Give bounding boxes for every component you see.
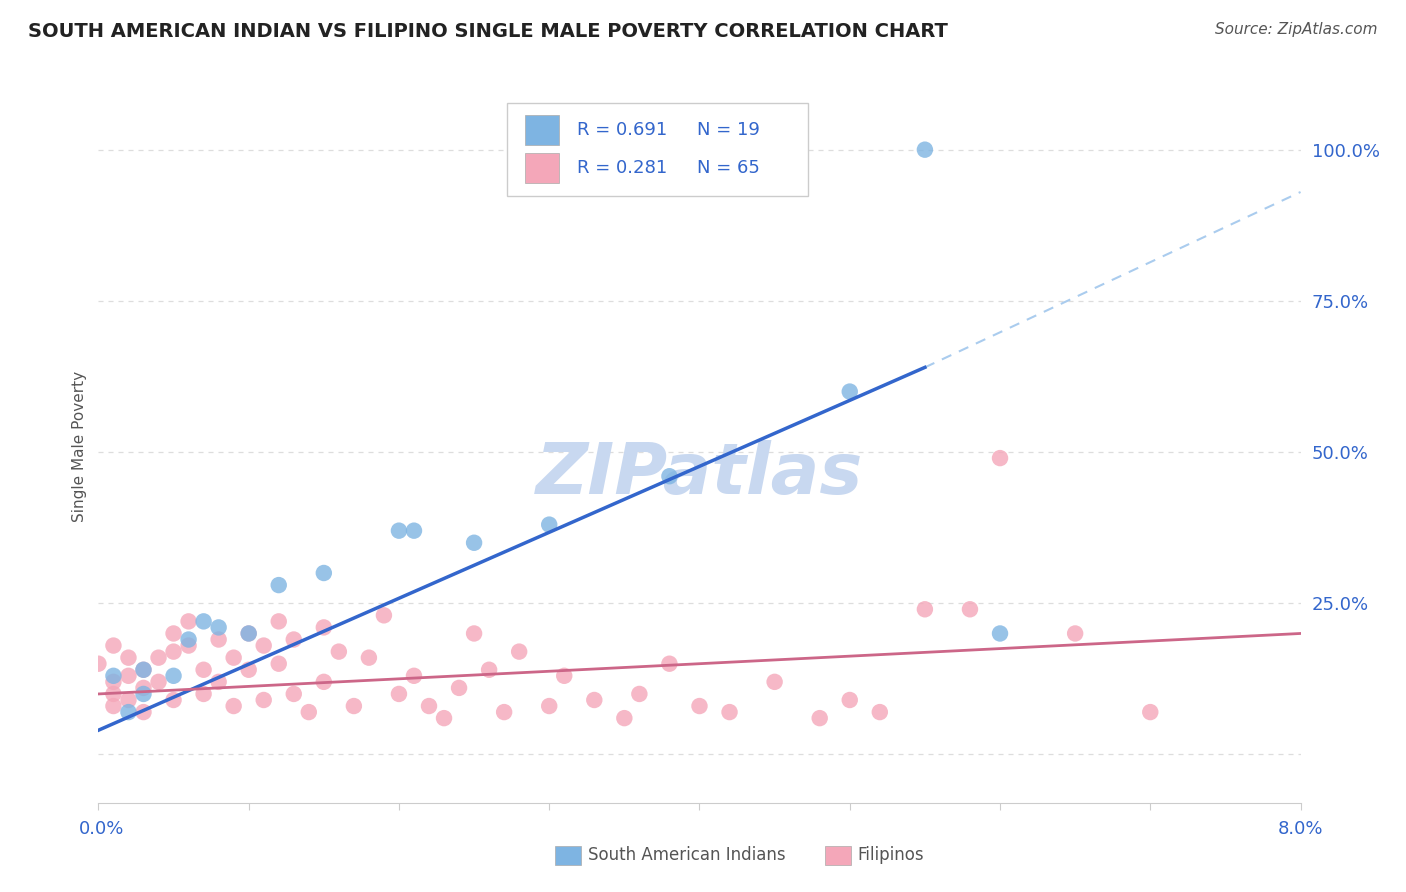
FancyBboxPatch shape	[526, 153, 558, 184]
Point	[914, 143, 936, 157]
Point	[103, 639, 125, 653]
Point	[117, 669, 139, 683]
Point	[402, 524, 425, 538]
Point	[402, 669, 425, 683]
Point	[148, 650, 170, 665]
Point	[373, 608, 395, 623]
Point	[838, 384, 860, 399]
Point	[914, 602, 936, 616]
Text: Source: ZipAtlas.com: Source: ZipAtlas.com	[1215, 22, 1378, 37]
Point	[838, 693, 860, 707]
Text: ZIPatlas: ZIPatlas	[536, 440, 863, 509]
Y-axis label: Single Male Poverty: Single Male Poverty	[72, 370, 87, 522]
Point	[283, 687, 305, 701]
Point	[494, 705, 516, 719]
Point	[418, 699, 440, 714]
Point	[87, 657, 110, 671]
FancyBboxPatch shape	[508, 103, 807, 196]
Text: R = 0.691: R = 0.691	[576, 121, 666, 139]
FancyBboxPatch shape	[526, 115, 558, 145]
Point	[193, 663, 215, 677]
Text: 8.0%: 8.0%	[1278, 820, 1323, 838]
Text: R = 0.281: R = 0.281	[576, 160, 666, 178]
Point	[132, 663, 155, 677]
Point	[869, 705, 891, 719]
Point	[988, 451, 1011, 466]
Point	[193, 687, 215, 701]
Point	[103, 669, 125, 683]
Point	[328, 645, 350, 659]
Point	[103, 687, 125, 701]
Point	[553, 669, 575, 683]
Text: N = 19: N = 19	[697, 121, 761, 139]
Point	[162, 626, 184, 640]
Point	[267, 615, 290, 629]
Point	[478, 663, 501, 677]
Point	[763, 674, 786, 689]
Text: 0.0%: 0.0%	[79, 820, 124, 838]
Point	[283, 632, 305, 647]
Point	[162, 645, 184, 659]
Point	[238, 626, 260, 640]
Point	[388, 524, 411, 538]
Point	[688, 699, 710, 714]
Point	[388, 687, 411, 701]
Point	[132, 681, 155, 695]
Point	[267, 657, 290, 671]
Point	[628, 687, 651, 701]
Point	[238, 626, 260, 640]
Point	[238, 663, 260, 677]
Point	[177, 632, 200, 647]
Point	[312, 620, 335, 634]
Point	[267, 578, 290, 592]
Text: N = 65: N = 65	[697, 160, 761, 178]
Point	[177, 639, 200, 653]
Text: South American Indians: South American Indians	[588, 847, 786, 864]
Point	[988, 626, 1011, 640]
Point	[162, 693, 184, 707]
Point	[208, 620, 231, 634]
Point	[1064, 626, 1087, 640]
Point	[222, 699, 245, 714]
Point	[117, 650, 139, 665]
Text: SOUTH AMERICAN INDIAN VS FILIPINO SINGLE MALE POVERTY CORRELATION CHART: SOUTH AMERICAN INDIAN VS FILIPINO SINGLE…	[28, 22, 948, 41]
Point	[117, 705, 139, 719]
Point	[538, 517, 561, 532]
Point	[208, 674, 231, 689]
Point	[538, 699, 561, 714]
Point	[312, 566, 335, 580]
Point	[447, 681, 470, 695]
Point	[1139, 705, 1161, 719]
Point	[103, 699, 125, 714]
Point	[177, 615, 200, 629]
Point	[193, 615, 215, 629]
Point	[343, 699, 366, 714]
Point	[253, 693, 276, 707]
Point	[208, 632, 231, 647]
Point	[658, 469, 681, 483]
Point	[148, 674, 170, 689]
Point	[508, 645, 530, 659]
Text: Filipinos: Filipinos	[858, 847, 924, 864]
Point	[162, 669, 184, 683]
Point	[463, 626, 485, 640]
Point	[132, 687, 155, 701]
Point	[583, 693, 606, 707]
Point	[298, 705, 321, 719]
Point	[222, 650, 245, 665]
Point	[312, 674, 335, 689]
Point	[103, 674, 125, 689]
Point	[613, 711, 636, 725]
Point	[463, 535, 485, 549]
Point	[808, 711, 831, 725]
Point	[357, 650, 380, 665]
Point	[132, 663, 155, 677]
Point	[433, 711, 456, 725]
Point	[117, 693, 139, 707]
Point	[718, 705, 741, 719]
Point	[658, 657, 681, 671]
Point	[959, 602, 981, 616]
Point	[132, 705, 155, 719]
Point	[253, 639, 276, 653]
